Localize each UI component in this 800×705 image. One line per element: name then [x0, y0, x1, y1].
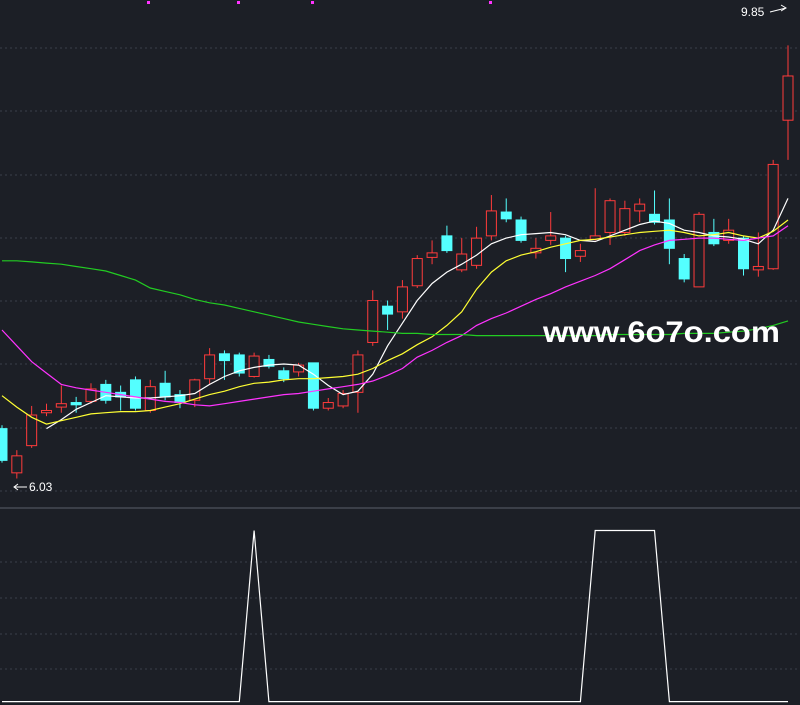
candle-body	[307, 362, 319, 409]
candle-body	[782, 75, 794, 121]
candle-body	[40, 409, 52, 414]
candle-body	[233, 354, 245, 374]
arrow	[769, 4, 787, 13]
candle-body	[619, 208, 631, 233]
candle-body	[218, 353, 230, 362]
candle-body	[293, 364, 305, 373]
candle-body	[263, 358, 275, 367]
candle-body	[545, 235, 557, 241]
low-label: 6.03	[29, 480, 53, 494]
candle-body	[11, 455, 23, 474]
candle-body	[278, 370, 290, 380]
candle-body	[634, 203, 646, 212]
marker	[147, 1, 150, 4]
candle-body	[396, 286, 408, 313]
candle-body	[441, 235, 453, 252]
candle-body	[456, 253, 468, 271]
high-label: 9.85	[741, 5, 765, 19]
marker	[311, 1, 314, 4]
moving-average-line	[46, 198, 789, 430]
grid	[0, 1, 800, 670]
candle-body	[0, 428, 8, 461]
moving-average-line	[2, 260, 789, 337]
candle-body	[426, 252, 438, 258]
candle-body	[752, 265, 764, 271]
candle-body	[85, 388, 97, 402]
candle-body	[159, 382, 171, 398]
candle-body	[337, 392, 349, 407]
candle-body	[204, 354, 216, 380]
arrow	[13, 483, 27, 491]
candle-body	[367, 299, 379, 343]
candle-body	[515, 219, 527, 241]
candle-body	[604, 200, 616, 233]
marks	[0, 45, 794, 703]
moving-average-line	[1, 225, 789, 407]
candle-body	[129, 379, 141, 409]
candle-body	[723, 229, 735, 241]
candle-body	[189, 379, 201, 401]
marker	[489, 1, 492, 4]
candle-body	[693, 213, 705, 288]
candle-body	[322, 402, 334, 409]
candle-body	[738, 237, 750, 270]
candle-body	[485, 210, 497, 237]
candle-body	[382, 305, 394, 315]
candle-body	[663, 219, 675, 249]
candle-body	[649, 213, 661, 223]
moving-average-line	[1, 219, 789, 425]
signal-line	[2, 529, 788, 703]
candle-body	[70, 402, 82, 406]
candle-body	[678, 258, 690, 280]
watermark: www.6o7o.com	[542, 316, 780, 349]
candle-body	[574, 250, 586, 257]
candle-body	[55, 403, 67, 408]
candle-body	[767, 163, 779, 270]
candle-body	[560, 237, 572, 260]
marker	[237, 1, 240, 4]
candle-body	[26, 414, 38, 447]
candle-body	[411, 258, 423, 287]
candle-body	[500, 211, 512, 220]
